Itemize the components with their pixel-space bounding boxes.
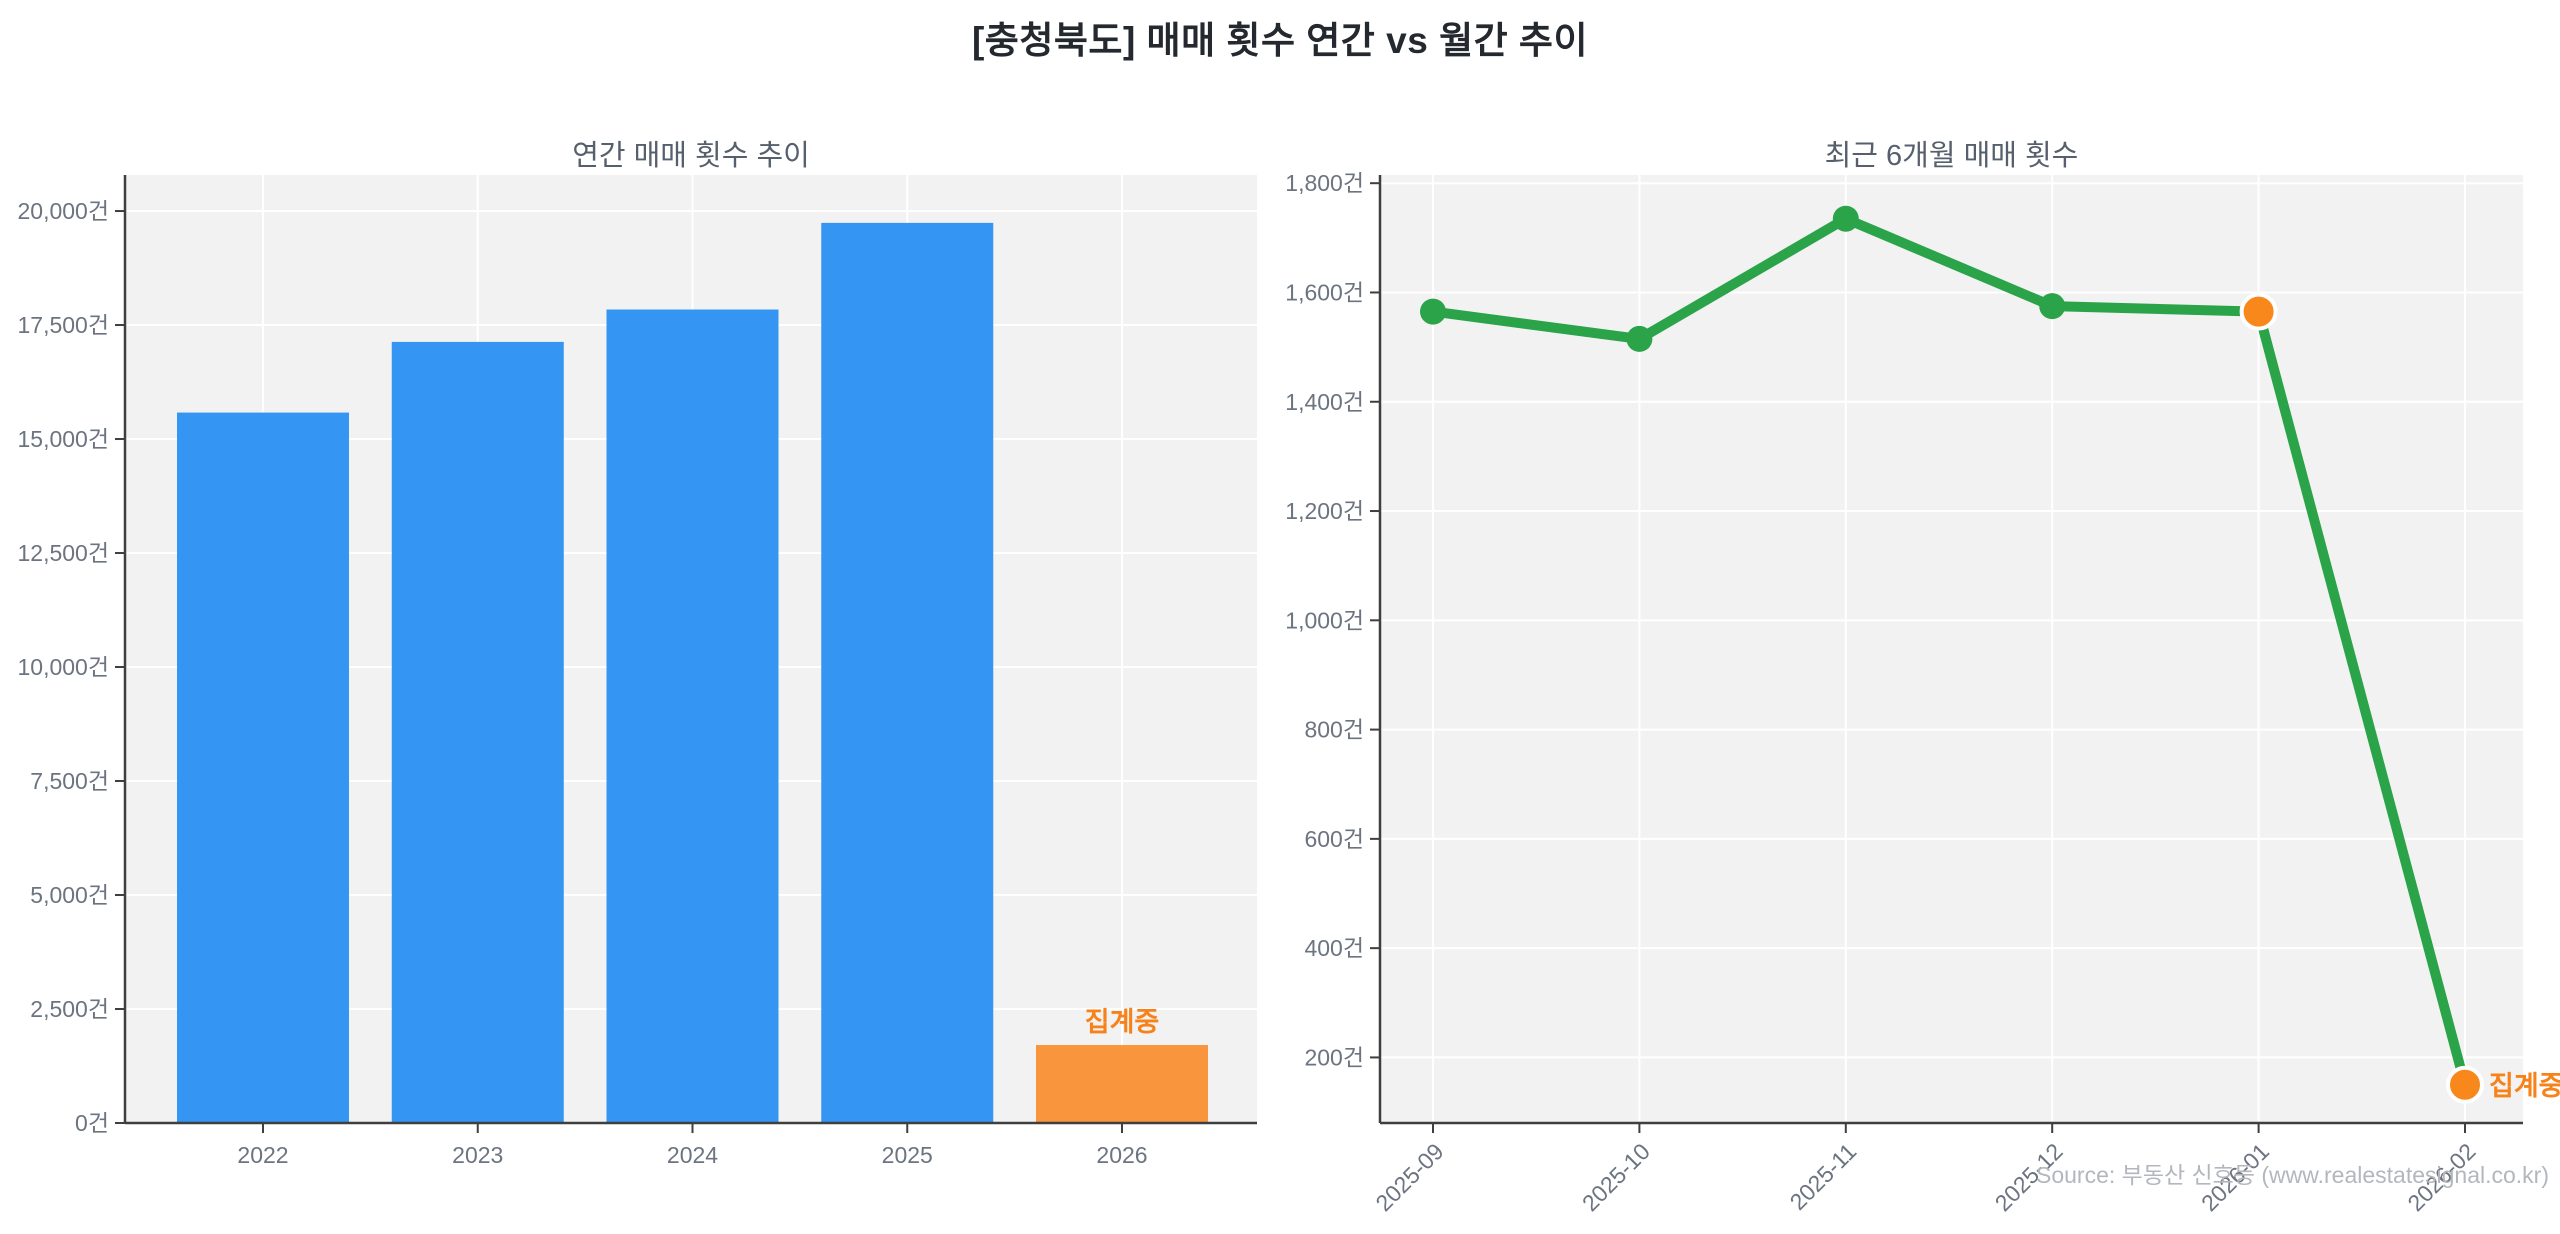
y-tick-label: 400건 [1304,935,1364,961]
x-tick-label: 2024 [667,1142,718,1168]
data-point-2026-02 [2446,1065,2484,1104]
y-tick-label: 1,800건 [1285,170,1364,196]
y-tick-label: 1,000건 [1285,607,1364,633]
y-tick-label: 1,200건 [1285,498,1364,524]
page-title: [충청북도] 매매 횟수 연간 vs 월간 추이 [971,20,1589,61]
y-tick-label: 1,400건 [1285,389,1364,415]
y-tick-label: 12,500건 [17,540,109,566]
x-tick-label: 2023 [452,1142,503,1168]
y-tick-label: 7,500건 [30,768,109,794]
y-tick-label: 5,000건 [30,882,109,908]
y-tick-label: 1,600건 [1285,279,1364,305]
bar-2023 [391,341,564,1123]
x-tick-label: 2026 [1096,1142,1147,1168]
line-annotation-label: 집계중 [2489,1071,2560,1101]
monthly-line-chart: 200건 400건 600건 800건 1,000건 1,200건 1,400건 1,600건… [1285,170,2560,1216]
y-tick-label: 15,000건 [17,426,109,452]
data-point-2025-09 [1420,298,1446,325]
y-tick-label: 10,000건 [17,654,109,680]
y-tick-label: 2,500건 [30,996,109,1022]
y-tick-label: 200건 [1304,1044,1364,1070]
data-point-2025-11 [1832,205,1859,232]
x-tick-label: 2022 [237,1142,288,1168]
source-watermark: Source: 부동산 신호등 (www.realestatesignal.co… [2036,1162,2549,1188]
x-tick-label: 2025 [882,1142,933,1168]
data-point-2026-01 [2239,292,2278,331]
data-point-2025-10 [1626,325,1653,352]
data-point-2025-12 [2039,293,2066,320]
x-tick-label: 2025-10 [1577,1138,1655,1216]
y-tick-label: 600건 [1304,826,1364,852]
annual-chart-title: 연간 매매 횟수 추이 [572,140,810,172]
x-tick-label: 2025-11 [1784,1138,1861,1215]
bar-annotation-label: 집계중 [1085,1007,1160,1037]
annual-bar-chart: 0건 2,500건 5,000건 7,500건 10,000건 12,500건 15,000… [17,175,1257,1168]
bar-2024 [606,309,779,1123]
trend-line [1428,213,2470,1090]
bar-2025 [821,222,994,1123]
bar-2026 [1036,1045,1208,1123]
y-tick-label: 17,500건 [17,312,109,338]
y-tick-label: 20,000건 [17,198,109,224]
monthly-chart-title: 최근 6개월 매매 횟수 [1824,140,2079,172]
y-tick-label: 800건 [1304,717,1364,743]
y-tick-label: 0건 [75,1110,109,1136]
x-tick-label: 2025-09 [1370,1138,1448,1216]
bar-2022 [177,412,349,1124]
